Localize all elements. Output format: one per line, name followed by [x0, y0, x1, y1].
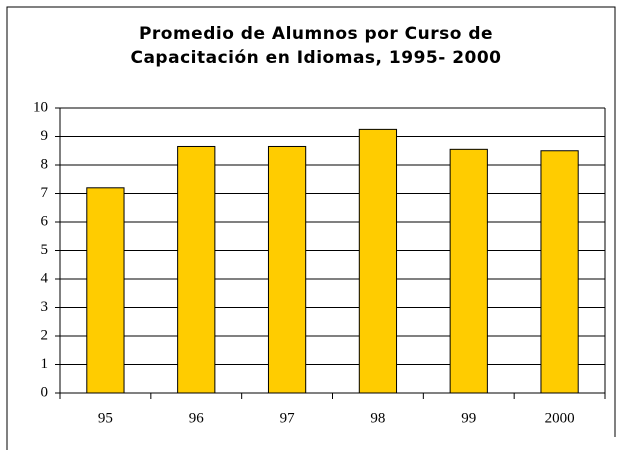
x-tick-label: 97 [280, 410, 296, 426]
chart-title: Capacitación en Idiomas, 1995- 2000 [130, 48, 501, 68]
y-tick-label: 4 [41, 270, 49, 286]
x-tick-label: 99 [461, 410, 476, 426]
y-tick-label: 2 [41, 327, 49, 343]
y-tick-label: 8 [41, 156, 49, 172]
bar [267, 145, 307, 394]
x-tick-label: 96 [189, 410, 205, 426]
chart-border [6, 6, 616, 450]
y-tick-label: 6 [41, 213, 49, 229]
y-tick-label: 9 [41, 128, 49, 144]
bar [177, 145, 216, 394]
x-tick-label: 95 [98, 410, 113, 426]
y-tick-label: 7 [41, 185, 49, 201]
y-tick-label: 5 [41, 242, 49, 258]
chart-title: Promedio de Alumnos por Curso de [139, 24, 493, 44]
y-tick-label: 0 [41, 384, 49, 400]
bar [540, 150, 579, 394]
bar [449, 148, 488, 394]
x-tick-label: 98 [370, 410, 385, 426]
y-tick-label: 1 [41, 356, 49, 372]
y-tick-label: 3 [41, 299, 49, 315]
x-tick-label: 2000 [545, 410, 575, 426]
bar [86, 187, 125, 394]
y-tick-label: 10 [33, 99, 48, 115]
bar [358, 128, 398, 394]
